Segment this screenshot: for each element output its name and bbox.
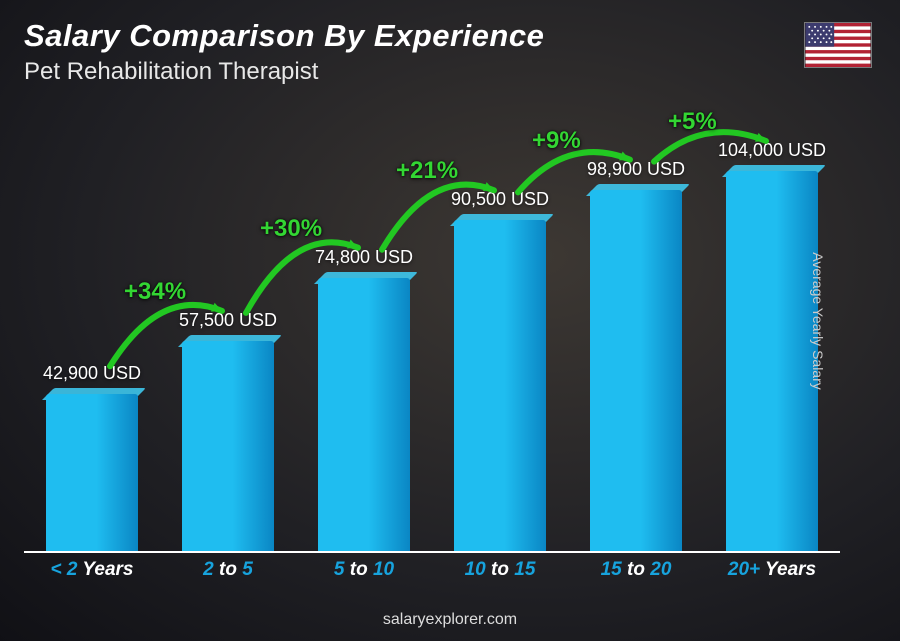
chart-area: 42,900 USD 57,500 USD 74,800 USD 90,500 USD… xyxy=(24,100,840,583)
chart-title: Salary Comparison By Experience xyxy=(24,18,876,54)
x-axis-label: 15 to 20 xyxy=(568,553,704,583)
x-axis: < 2 Years2 to 55 to 1010 to 1515 to 2020… xyxy=(24,551,840,583)
bar xyxy=(46,394,138,551)
bar-value-label: 74,800 USD xyxy=(315,247,413,268)
flag-icon xyxy=(804,22,872,68)
bar xyxy=(454,220,546,551)
bars-container: 42,900 USD 57,500 USD 74,800 USD 90,500 USD… xyxy=(24,100,840,551)
bar xyxy=(726,171,818,551)
x-axis-label: < 2 Years xyxy=(24,553,160,583)
x-axis-label: 2 to 5 xyxy=(160,553,296,583)
bar-group: 57,500 USD xyxy=(160,310,296,551)
x-axis-label: 5 to 10 xyxy=(296,553,432,583)
bar-group: 42,900 USD xyxy=(24,363,160,551)
chart-container: Salary Comparison By Experience Pet Reha… xyxy=(0,0,900,641)
bar xyxy=(318,278,410,551)
footer-attribution: salaryexplorer.com xyxy=(0,611,900,629)
bar-value-label: 57,500 USD xyxy=(179,310,277,331)
header: Salary Comparison By Experience Pet Reha… xyxy=(24,18,876,86)
bar xyxy=(590,190,682,551)
x-axis-label: 20+ Years xyxy=(704,553,840,583)
bar-group: 98,900 USD xyxy=(568,159,704,551)
x-axis-label: 10 to 15 xyxy=(432,553,568,583)
bar-value-label: 104,000 USD xyxy=(718,140,826,161)
y-axis-label: Average Yearly Salary xyxy=(809,252,825,390)
bar-group: 74,800 USD xyxy=(296,247,432,551)
bar xyxy=(182,341,274,551)
bar-value-label: 42,900 USD xyxy=(43,363,141,384)
chart-subtitle: Pet Rehabilitation Therapist xyxy=(24,58,876,86)
bar-group: 90,500 USD xyxy=(432,189,568,551)
bar-value-label: 90,500 USD xyxy=(451,189,549,210)
bar-value-label: 98,900 USD xyxy=(587,159,685,180)
